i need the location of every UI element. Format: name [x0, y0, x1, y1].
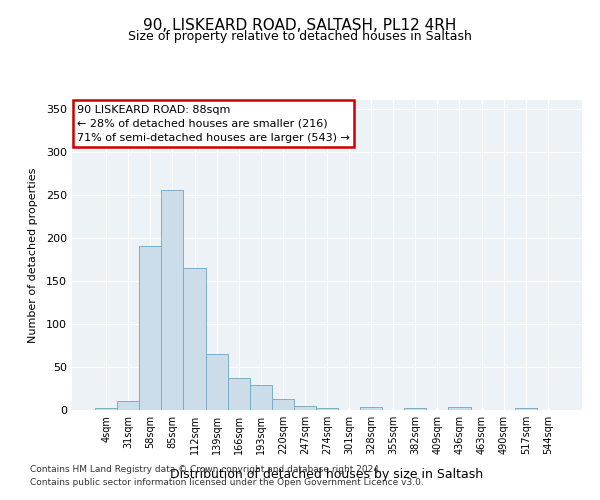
- Bar: [448, 408, 470, 410]
- Bar: [95, 408, 117, 410]
- Bar: [360, 408, 382, 410]
- Bar: [206, 354, 227, 410]
- Text: Contains public sector information licensed under the Open Government Licence v3: Contains public sector information licen…: [30, 478, 424, 487]
- Text: Contains HM Land Registry data © Crown copyright and database right 2024.: Contains HM Land Registry data © Crown c…: [30, 466, 382, 474]
- Bar: [316, 408, 338, 410]
- Bar: [184, 268, 206, 410]
- Bar: [227, 378, 250, 410]
- Text: 90, LISKEARD ROAD, SALTASH, PL12 4RH: 90, LISKEARD ROAD, SALTASH, PL12 4RH: [143, 18, 457, 32]
- Bar: [404, 408, 427, 410]
- X-axis label: Distribution of detached houses by size in Saltash: Distribution of detached houses by size …: [170, 468, 484, 481]
- Bar: [515, 408, 537, 410]
- Y-axis label: Number of detached properties: Number of detached properties: [28, 168, 38, 342]
- Text: 90 LISKEARD ROAD: 88sqm
← 28% of detached houses are smaller (216)
71% of semi-d: 90 LISKEARD ROAD: 88sqm ← 28% of detache…: [77, 104, 350, 142]
- Bar: [117, 400, 139, 410]
- Bar: [139, 246, 161, 410]
- Bar: [250, 385, 272, 410]
- Bar: [294, 406, 316, 410]
- Text: Size of property relative to detached houses in Saltash: Size of property relative to detached ho…: [128, 30, 472, 43]
- Bar: [272, 399, 294, 410]
- Bar: [161, 190, 184, 410]
